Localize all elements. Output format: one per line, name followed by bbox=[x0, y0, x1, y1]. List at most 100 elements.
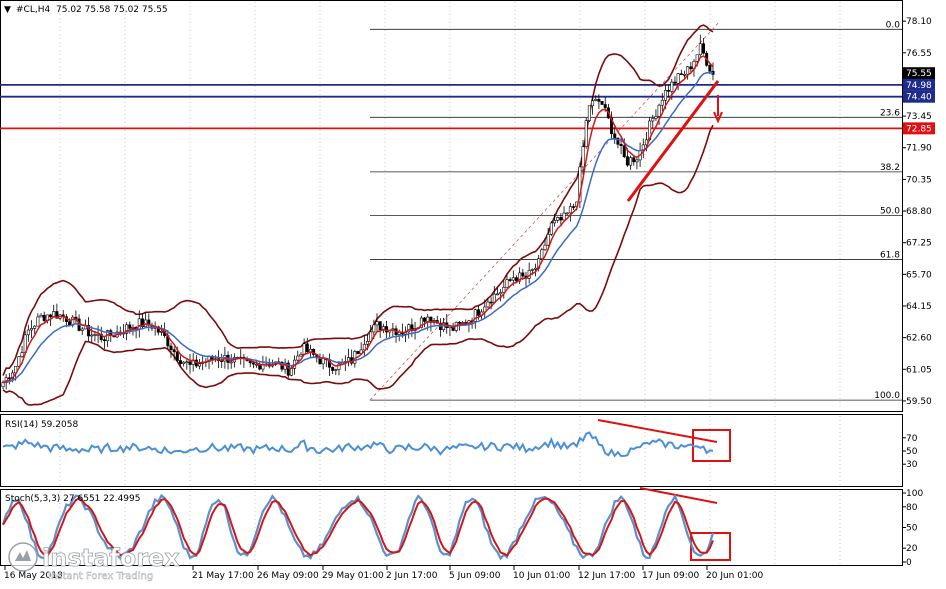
candle-body bbox=[90, 334, 94, 337]
candle-body bbox=[562, 212, 566, 221]
bollinger-lower-line bbox=[2, 124, 714, 406]
candle-body bbox=[546, 234, 550, 246]
time-axis-label: 17 Jun 09:00 bbox=[642, 571, 699, 581]
candle-body bbox=[172, 349, 176, 353]
rsi-axis-label: 50 bbox=[906, 447, 918, 457]
candle-body bbox=[660, 99, 664, 106]
candle-body bbox=[587, 105, 591, 121]
candle-body bbox=[26, 329, 30, 336]
candle-body bbox=[489, 301, 493, 304]
candle-body bbox=[508, 279, 512, 281]
rsi-line bbox=[2, 431, 714, 458]
candle-body bbox=[385, 326, 389, 333]
fib-level-label: 61.8 bbox=[880, 250, 900, 260]
chart-menu-marker[interactable]: ▼ bbox=[4, 5, 11, 15]
candle-body bbox=[372, 324, 376, 333]
candle-body bbox=[502, 286, 506, 293]
candle-body bbox=[20, 352, 24, 358]
watermark-logo-icon: instaforex Instant Forex Trading bbox=[8, 542, 181, 582]
bollinger-bands bbox=[2, 24, 714, 406]
watermark-brand: instaforex bbox=[42, 544, 180, 572]
candle-body bbox=[55, 311, 59, 319]
candle-body bbox=[188, 361, 192, 365]
candle-body bbox=[521, 272, 525, 277]
candle-body bbox=[378, 321, 382, 331]
time-axis-label: 5 Jun 09:00 bbox=[449, 571, 501, 581]
candle-body bbox=[679, 73, 683, 76]
candle-body bbox=[33, 325, 37, 329]
candle-body bbox=[686, 66, 690, 75]
price-axis-label: 71.90 bbox=[906, 144, 932, 154]
candle-body bbox=[651, 118, 655, 122]
candle-body bbox=[17, 356, 21, 367]
time-axis-label: 2 Jun 17:00 bbox=[386, 571, 438, 581]
candle-body bbox=[689, 66, 693, 70]
bollinger-upper-line bbox=[2, 24, 714, 376]
candle-body bbox=[49, 314, 53, 318]
candle-body bbox=[540, 249, 544, 260]
candle-body bbox=[39, 314, 43, 318]
price-axis-label: 62.60 bbox=[906, 334, 932, 344]
candle-body bbox=[635, 159, 639, 163]
candle-body bbox=[457, 321, 461, 324]
watermark-tagline: Instant Forex Trading bbox=[48, 571, 153, 582]
moving-averages bbox=[2, 55, 714, 384]
price-tag-label: 74.98 bbox=[906, 81, 932, 91]
fib-level-label: 100.0 bbox=[874, 391, 900, 401]
candle-body bbox=[229, 361, 233, 364]
fib-level-label: 0.0 bbox=[886, 20, 901, 30]
candle-body bbox=[499, 292, 503, 295]
time-axis-label: 10 Jun 01:00 bbox=[513, 571, 570, 581]
stoch-axis-label: 0 bbox=[906, 558, 912, 568]
candle-body bbox=[251, 362, 255, 365]
candle-body bbox=[511, 277, 515, 281]
candle-body bbox=[572, 206, 576, 208]
price-axis-label: 68.80 bbox=[906, 207, 932, 217]
candle-body bbox=[289, 368, 293, 376]
candle-body bbox=[426, 316, 430, 322]
candle-body bbox=[473, 309, 477, 322]
time-axis-label: 12 Jun 17:00 bbox=[578, 571, 635, 581]
candle-body bbox=[682, 73, 686, 76]
candle-body bbox=[530, 269, 534, 271]
stoch-signal-line bbox=[2, 496, 714, 557]
candle-body bbox=[334, 369, 338, 371]
candle-body bbox=[578, 166, 582, 203]
candle-body bbox=[68, 321, 72, 326]
arrow-down-head bbox=[713, 111, 723, 124]
candle-body bbox=[514, 277, 518, 282]
fib-level-label: 38.2 bbox=[880, 163, 900, 173]
time-axis[interactable]: 16 May 2018 21 May 17:00 26 May 09:00 29 Ma… bbox=[4, 566, 763, 581]
candle-body bbox=[321, 358, 325, 365]
candle-body bbox=[708, 65, 712, 72]
candle-body bbox=[556, 217, 560, 221]
candle-body bbox=[337, 363, 341, 370]
candle-body bbox=[159, 331, 163, 333]
chart-symbol: #CL,H4 bbox=[16, 5, 50, 15]
ma-slow-line bbox=[2, 71, 714, 384]
stoch-axis-label: 20 bbox=[906, 544, 918, 554]
candle-body bbox=[156, 326, 160, 333]
candle-body bbox=[42, 314, 46, 322]
candle-body bbox=[670, 81, 674, 92]
trend-line-annotation bbox=[626, 80, 720, 202]
candle-body bbox=[80, 328, 84, 331]
candle-body bbox=[603, 104, 607, 109]
candle-body bbox=[676, 73, 680, 84]
rsi-axis-label: 30 bbox=[906, 460, 918, 470]
candle-body bbox=[7, 377, 11, 380]
candle-body bbox=[581, 146, 585, 168]
candle-body bbox=[600, 101, 604, 105]
price-axis-label: 65.70 bbox=[906, 270, 932, 280]
candle-body bbox=[584, 120, 588, 147]
stochastic-indicator: 100 80 50 20 0 bbox=[1, 489, 923, 568]
candle-body bbox=[296, 355, 300, 361]
candle-body bbox=[518, 272, 522, 282]
candle-body bbox=[698, 43, 702, 56]
price-axis-label: 73.45 bbox=[906, 112, 932, 122]
candle-body bbox=[128, 324, 132, 329]
candle-body bbox=[356, 351, 360, 354]
candle-body bbox=[175, 351, 179, 361]
